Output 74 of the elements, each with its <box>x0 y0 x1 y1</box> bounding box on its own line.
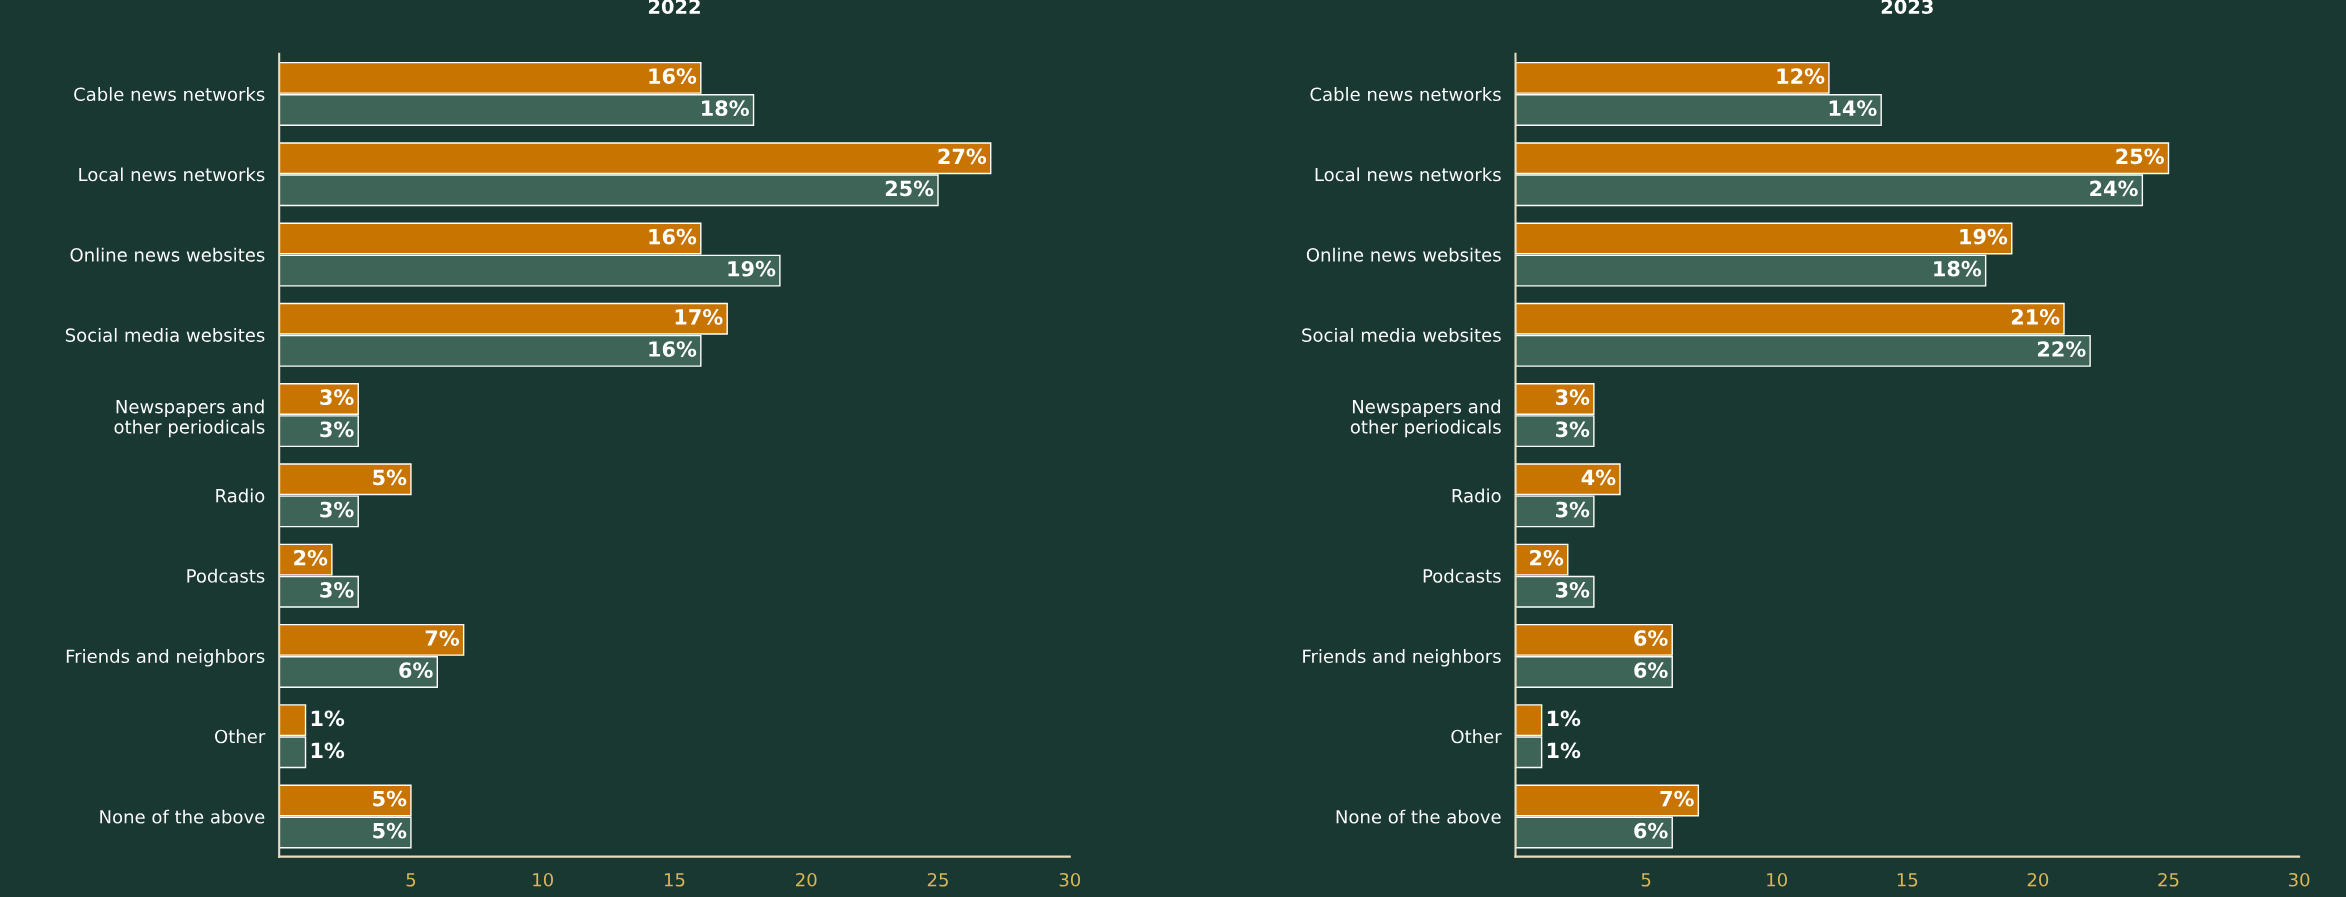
data-label: 16% <box>649 341 697 357</box>
data-label: 5% <box>373 790 407 807</box>
data-label: 19% <box>1960 228 2008 245</box>
data-label: 18% <box>702 100 749 117</box>
x-tick-label: 20 <box>796 872 817 887</box>
y-tick-label: Friends and neighbors <box>66 649 265 667</box>
y-tick-label: Radio <box>1452 488 1501 503</box>
data-label: 24% <box>2090 180 2138 197</box>
y-tick-label: Other <box>215 729 266 744</box>
y-tick-label: Local news networks <box>79 167 265 182</box>
y-tick-label: Newspapers and other periodicals <box>1350 399 1501 438</box>
data-label: 22% <box>2037 341 2086 357</box>
x-tick-label: 30 <box>2288 872 2310 887</box>
y-tick-label: Local news networks <box>1315 167 1501 182</box>
data-label: 25% <box>2116 148 2164 165</box>
data-label: 3% <box>1555 581 1590 598</box>
data-label: 16% <box>649 68 697 84</box>
chart-title: 2023 <box>1881 0 1933 14</box>
y-tick-label: Social media websites <box>65 327 265 342</box>
chart-title: 2022 <box>648 0 700 14</box>
data-label: 7% <box>1660 790 1694 807</box>
data-label: 2% <box>294 549 328 566</box>
x-tick-label: 20 <box>2027 872 2049 887</box>
x-tick-label: 5 <box>1641 873 1651 887</box>
y-tick-label: Newspapers and other periodicals <box>114 399 265 438</box>
data-label: 1% <box>311 710 345 727</box>
data-label: 3% <box>320 581 354 598</box>
data-label: 21% <box>2011 309 2060 325</box>
x-tick-label: 25 <box>927 872 948 887</box>
y-tick-label: Cable news networks <box>74 87 265 102</box>
data-label: 27% <box>938 148 987 165</box>
data-label: 3% <box>320 501 354 518</box>
y-tick-label: Radio <box>216 488 265 503</box>
y-tick-label: Social media websites <box>1302 327 1501 342</box>
data-label: 1% <box>1547 710 1581 727</box>
data-label: 6% <box>1634 662 1668 679</box>
y-tick-label: Other <box>1451 729 1502 744</box>
data-label: 4% <box>1581 469 1616 486</box>
data-label: 14% <box>1829 100 1877 117</box>
x-tick-label: 30 <box>1059 872 1081 887</box>
y-tick-label: Cable news networks <box>1310 87 1501 102</box>
data-label: 6% <box>1634 822 1668 839</box>
data-label: 12% <box>1777 68 1825 84</box>
data-label: 3% <box>320 421 354 438</box>
data-label: 5% <box>373 469 407 486</box>
data-label: 16% <box>649 228 697 245</box>
x-tick-label: 10 <box>1767 872 1787 887</box>
y-tick-label: Podcasts <box>187 568 265 583</box>
y-tick-label: Online news websites <box>1306 247 1501 262</box>
data-label: 1% <box>311 742 345 759</box>
data-label: 3% <box>1555 389 1590 406</box>
data-label: 2% <box>1530 549 1564 566</box>
y-tick-label: Online news websites <box>70 247 265 262</box>
data-label: 5% <box>373 822 407 839</box>
data-label: 3% <box>1555 501 1590 518</box>
data-label: 18% <box>1934 260 1982 277</box>
data-label: 25% <box>885 180 934 197</box>
y-tick-label: Friends and neighbors <box>1303 649 1501 667</box>
data-label: 7% <box>425 630 460 646</box>
data-label: 6% <box>399 662 433 679</box>
data-label: 3% <box>320 389 354 406</box>
y-tick-label: None of the above <box>100 809 265 824</box>
data-label: 6% <box>1634 630 1668 646</box>
data-label: 3% <box>1555 421 1590 438</box>
y-tick-label: None of the above <box>1336 809 1501 824</box>
x-tick-label: 25 <box>2158 872 2179 887</box>
x-tick-label: 10 <box>533 872 553 887</box>
y-tick-label: Podcasts <box>1423 568 1501 583</box>
x-tick-label: 15 <box>1897 873 1918 887</box>
data-label: 1% <box>1547 742 1581 759</box>
x-tick-label: 5 <box>406 873 416 887</box>
x-tick-label: 15 <box>664 873 685 887</box>
data-label: 17% <box>675 309 723 325</box>
data-label: 19% <box>728 260 776 277</box>
